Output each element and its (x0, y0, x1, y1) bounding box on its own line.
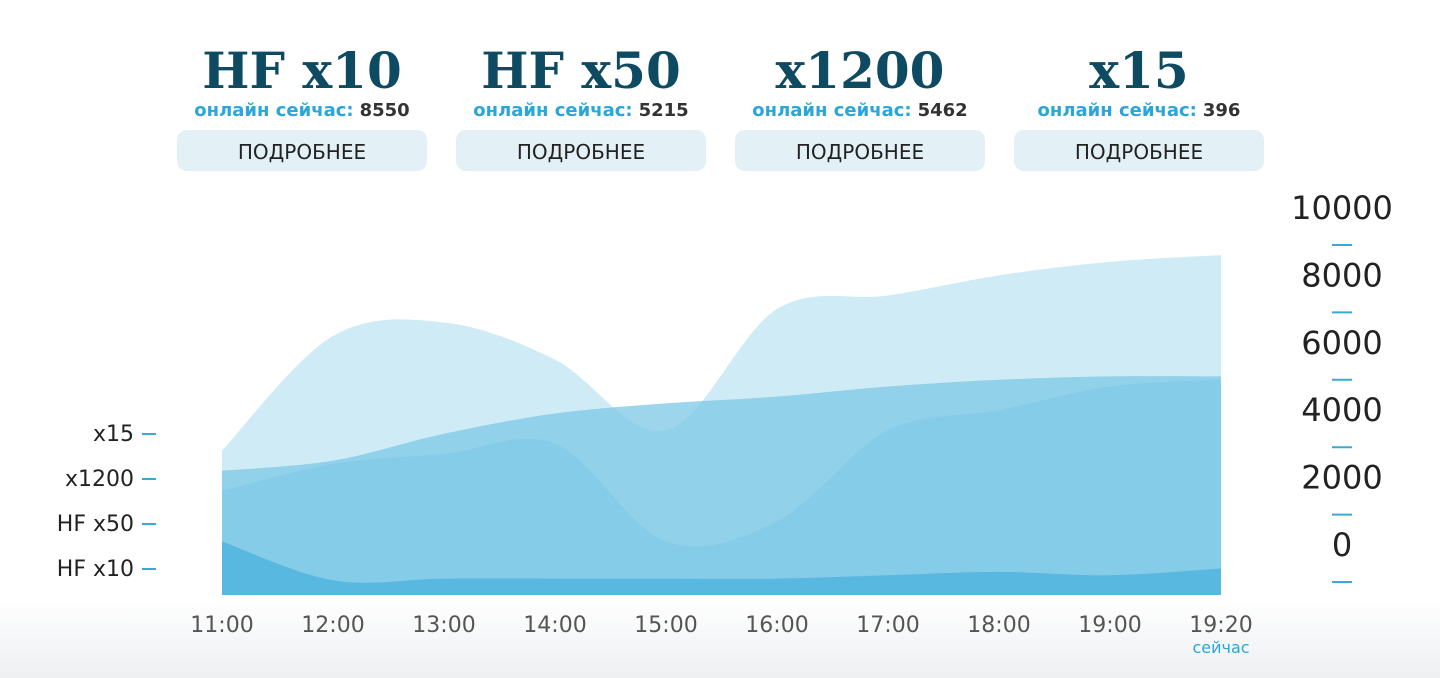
server-title: HF x10 (202, 41, 402, 100)
x-annotation: сейчас (1192, 638, 1249, 657)
online-line: онлайн сейчас: 396 (1038, 100, 1241, 121)
server-title: x1200 (776, 41, 945, 100)
details-button[interactable] (456, 130, 706, 171)
details-button-label: ПОДРОБНЕЕ (238, 140, 366, 164)
online-label: онлайн сейчас: (752, 100, 911, 121)
series-label: HF x50 (57, 512, 134, 537)
y-tick-label: 0 (1332, 526, 1352, 564)
y-tick-label: 4000 (1301, 391, 1382, 429)
online-line: онлайн сейчас: 5215 (473, 100, 688, 121)
online-line: онлайн сейчас: 8550 (194, 100, 409, 121)
details-button-label: ПОДРОБНЕЕ (517, 140, 645, 164)
details-button-label: ПОДРОБНЕЕ (1075, 140, 1203, 164)
x-tick-label: 16:00 (745, 613, 808, 638)
online-count: 396 (1203, 100, 1241, 121)
details-button[interactable] (177, 130, 427, 171)
online-count: 5462 (918, 100, 968, 121)
x-tick-label: 11:00 (190, 613, 253, 638)
series-area (222, 541, 1221, 595)
y-tick-label: 2000 (1301, 459, 1382, 497)
details-button-label: ПОДРОБНЕЕ (796, 140, 924, 164)
series-label: x1200 (65, 467, 134, 492)
online-label: онлайн сейчас: (473, 100, 632, 121)
online-count: 5215 (639, 100, 689, 121)
y-tick-label: 10000 (1291, 189, 1393, 227)
x-tick-label: 19:20 (1189, 613, 1252, 638)
online-line: онлайн сейчас: 5462 (752, 100, 967, 121)
x-tick-label: 12:00 (301, 613, 364, 638)
online-label: онлайн сейчас: (1038, 100, 1197, 121)
y-tick-label: 8000 (1301, 256, 1382, 294)
x-tick-label: 18:00 (967, 613, 1030, 638)
x-tick-label: 15:00 (634, 613, 697, 638)
series-area (222, 376, 1221, 595)
server-title: x15 (1089, 41, 1188, 100)
x-tick-label: 19:00 (1078, 613, 1141, 638)
x-tick-label: 17:00 (856, 613, 919, 638)
online-label: онлайн сейчас: (194, 100, 353, 121)
y-tick-label: 6000 (1301, 324, 1382, 362)
x-tick-label: 14:00 (523, 613, 586, 638)
details-button[interactable] (1014, 130, 1264, 171)
x-tick-label: 13:00 (412, 613, 475, 638)
series-label: x15 (93, 422, 134, 447)
server-title: HF x50 (481, 41, 681, 100)
online-count: 8550 (360, 100, 410, 121)
details-button[interactable] (735, 130, 985, 171)
series-label: HF x10 (57, 557, 134, 582)
